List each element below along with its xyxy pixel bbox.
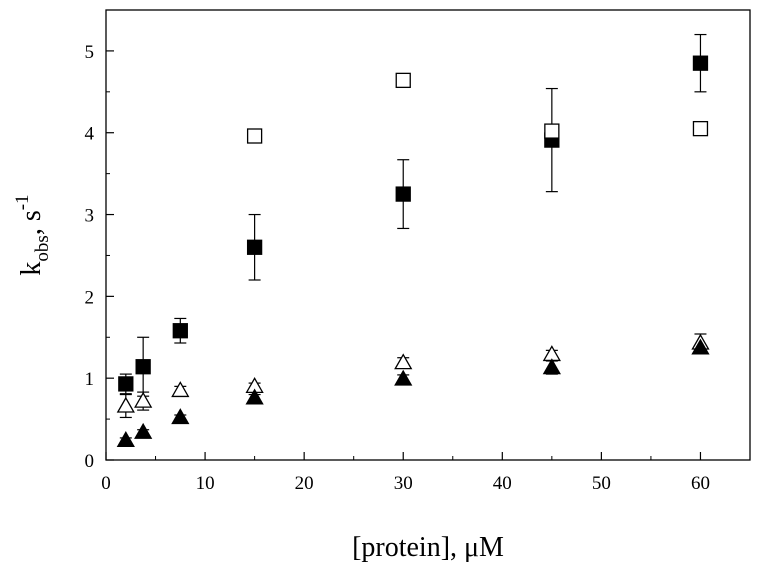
filled-square-marker xyxy=(692,55,709,71)
y-axis-title-main: k xyxy=(16,262,47,276)
filled-square-marker xyxy=(246,239,263,255)
y-tick-label: 0 xyxy=(85,451,95,472)
filled-triangle-marker xyxy=(542,358,561,375)
plot-frame xyxy=(105,9,751,461)
open-square-marker xyxy=(395,72,411,89)
open-triangle-marker xyxy=(134,391,153,408)
x-tick-label: 10 xyxy=(196,473,215,494)
x-tick-label: 20 xyxy=(295,473,314,494)
filled-triangle-marker xyxy=(116,431,135,448)
y-axis-title-unit: , s xyxy=(16,210,47,235)
filled-triangle-marker xyxy=(394,369,413,386)
filled-triangle-marker xyxy=(691,338,710,355)
open-triangle-marker xyxy=(171,381,190,398)
filled-triangle-marker xyxy=(171,408,190,425)
x-axis-title: [protein], μM xyxy=(352,532,504,563)
filled-square-marker xyxy=(118,376,134,392)
filled-square-marker xyxy=(172,323,188,339)
x-tick-label: 30 xyxy=(394,473,413,494)
open-square-marker xyxy=(246,128,263,144)
y-axis-title: kobs, s-1 xyxy=(12,194,53,275)
y-tick-label: 1 xyxy=(85,369,95,390)
x-tick-label: 0 xyxy=(101,473,111,494)
x-tick-label: 60 xyxy=(691,473,710,494)
y-tick-label: 3 xyxy=(85,206,95,227)
filled-square-marker xyxy=(135,359,151,375)
y-tick-label: 4 xyxy=(85,124,95,145)
x-tick-label: 40 xyxy=(493,473,512,494)
y-tick-label: 2 xyxy=(85,287,95,308)
filled-triangle-marker xyxy=(134,422,153,439)
y-axis-title-superscript: -1 xyxy=(12,194,33,210)
y-tick-label: 5 xyxy=(85,42,95,63)
open-triangle-marker xyxy=(116,396,135,413)
filled-square-marker xyxy=(395,186,411,202)
filled-triangle-marker xyxy=(245,388,264,405)
open-square-marker xyxy=(692,120,709,137)
y-axis-title-subscript: obs xyxy=(32,235,53,261)
x-tick-label: 50 xyxy=(592,473,611,494)
open-square-marker xyxy=(544,123,560,139)
open-triangle-marker xyxy=(394,353,413,370)
